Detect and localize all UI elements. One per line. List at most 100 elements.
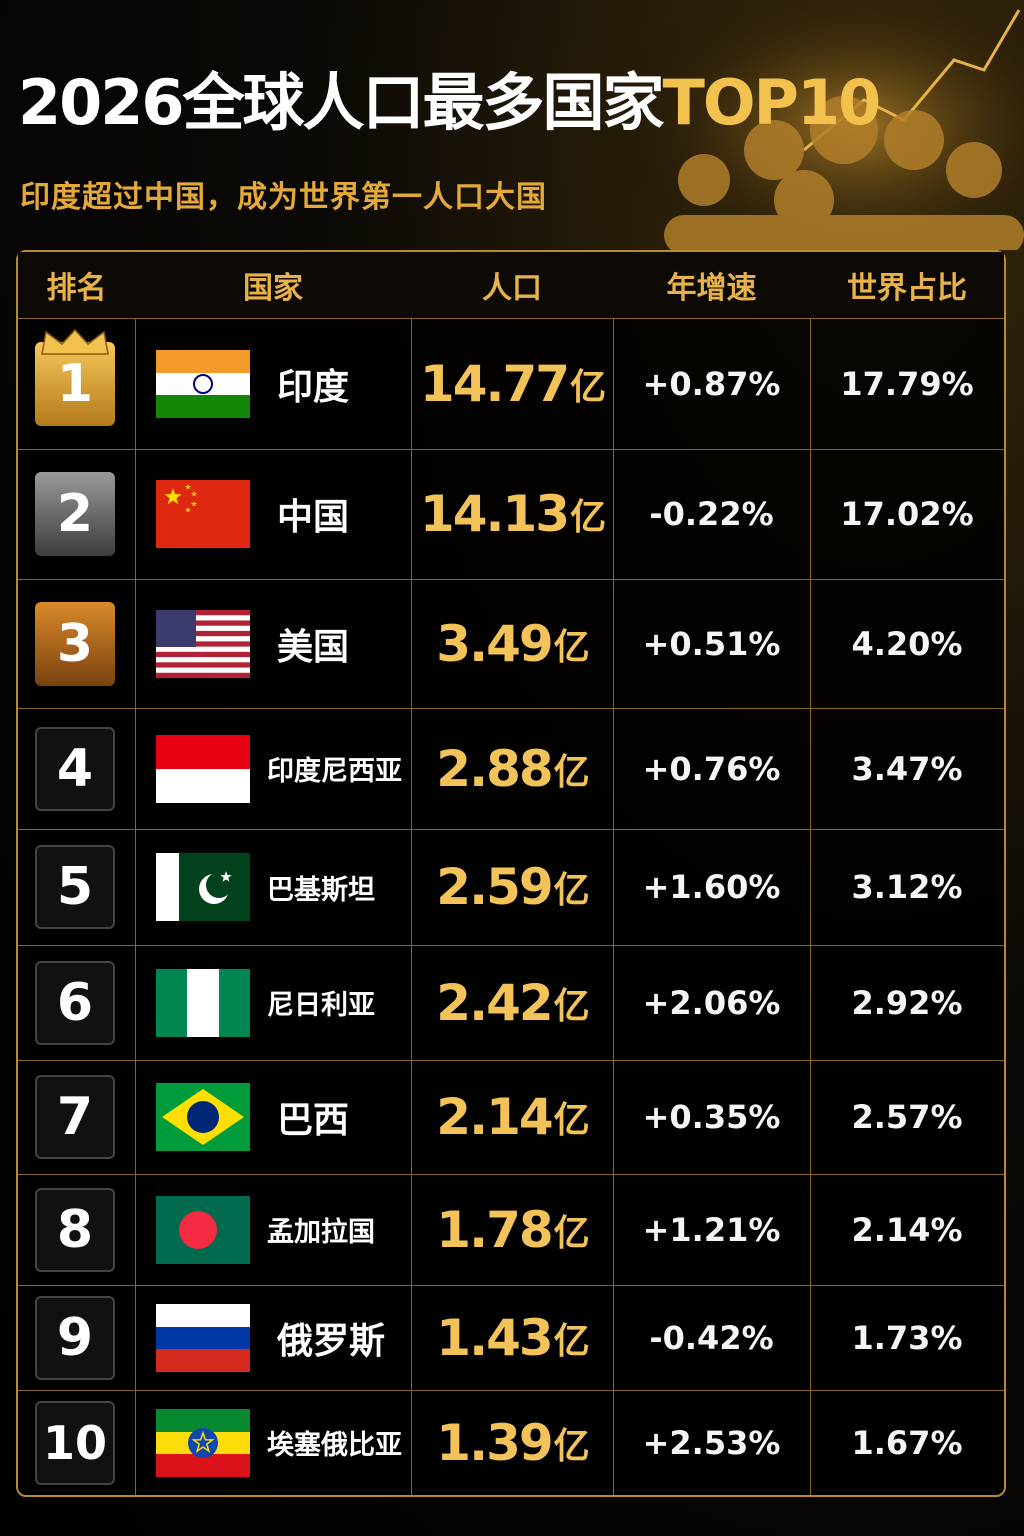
population-value: 2.14: [436, 1088, 553, 1146]
annual-growth: +1.21%: [642, 1210, 781, 1249]
table-row: 1 印度 14.77 亿 +0.87% 17.79%: [18, 318, 1004, 449]
world-share: 3.12%: [851, 868, 963, 906]
table-row: 5 巴基斯坦 2.59 亿 +1.60% 3.12%: [18, 829, 1004, 945]
country-name: 印度: [277, 366, 350, 408]
country-name: 中国: [277, 497, 350, 538]
rank-badge: 1: [35, 341, 115, 426]
row-divider: [18, 1060, 1004, 1061]
population-value: 1.78: [436, 1200, 553, 1259]
column-header: 世界占比: [810, 252, 1004, 318]
flag: [156, 609, 250, 678]
flag: [156, 734, 250, 803]
population-unit: 亿: [570, 497, 606, 538]
world-share: 2.92%: [851, 983, 963, 1022]
rank-badge: 2: [35, 472, 115, 556]
country-name: 孟加拉国: [267, 1217, 375, 1248]
country-name: 巴西: [277, 1100, 350, 1141]
table-row: 6 尼日利亚 2.42 亿 +2.06% 2.92%: [18, 945, 1004, 1060]
world-share: 17.02%: [840, 495, 974, 533]
column-divider: [613, 252, 614, 1495]
population-unit: 亿: [553, 1212, 590, 1254]
population-unit: 亿: [570, 366, 606, 408]
crown: [41, 328, 109, 355]
column-header: 国家: [135, 252, 411, 318]
rank-badge: 5: [35, 845, 115, 929]
world-share: 1.73%: [851, 1318, 963, 1357]
country-name: 尼日利亚: [267, 990, 375, 1021]
country-name: 美国: [277, 626, 350, 668]
population: 1.39 亿: [411, 1390, 613, 1495]
world-share: 2.14%: [851, 1210, 963, 1249]
annual-growth: -0.22%: [649, 495, 774, 533]
row-divider: [18, 945, 1004, 946]
flag: [156, 853, 250, 921]
annual-growth: +2.06%: [642, 983, 781, 1022]
row-divider: [18, 708, 1004, 709]
table-row: 7 巴西 2.14 亿 +0.35% 2.57%: [18, 1060, 1004, 1174]
column-divider: [810, 252, 811, 1495]
population-unit: 亿: [553, 626, 590, 668]
flag: [156, 1195, 250, 1264]
row-divider: [18, 1174, 1004, 1175]
decoration: [604, 0, 1024, 250]
flag: [156, 1083, 250, 1151]
population-value: 3.49: [436, 614, 553, 673]
population: 3.49 亿: [411, 579, 613, 708]
table-row: 2 中国 14.13 亿 -0.22% 17.02%: [18, 449, 1004, 579]
country-name: 埃塞俄比亚: [267, 1430, 402, 1461]
row-divider: [18, 1285, 1004, 1286]
row-divider: [18, 1390, 1004, 1391]
population: 1.78 亿: [411, 1174, 613, 1285]
flag: [156, 1408, 250, 1477]
flag: [156, 480, 250, 548]
population: 2.59 亿: [411, 829, 613, 945]
rank-badge: 10: [35, 1400, 115, 1485]
population: 14.77 亿: [411, 318, 613, 449]
population-value: 2.88: [436, 739, 553, 798]
row-divider: [18, 318, 1004, 319]
population-unit: 亿: [553, 1425, 590, 1467]
annual-growth: -0.42%: [649, 1318, 774, 1357]
title: 2026全球人口最多国家TOP10: [18, 52, 882, 142]
population: 2.14 亿: [411, 1060, 613, 1174]
title-main: 2026全球人口最多国家: [18, 66, 665, 139]
column-header: 年增速: [613, 252, 810, 318]
annual-growth: +1.60%: [642, 868, 781, 906]
row-divider: [18, 829, 1004, 830]
column-divider: [135, 252, 136, 1495]
population-value: 1.39: [436, 1413, 553, 1472]
population-unit: 亿: [553, 1100, 590, 1141]
world-share: 4.20%: [851, 624, 963, 663]
annual-growth: +0.87%: [642, 364, 781, 403]
annual-growth: +0.76%: [642, 749, 781, 788]
country-name: 巴基斯坦: [267, 874, 375, 906]
annual-growth: +2.53%: [642, 1423, 781, 1462]
population-unit: 亿: [553, 985, 590, 1027]
flag: [156, 349, 250, 418]
table-row: 3 美国 3.49 亿 +0.51% 4.20%: [18, 579, 1004, 708]
rank-badge: 9: [35, 1295, 115, 1380]
rank-badge: 4: [35, 726, 115, 811]
annual-growth: +0.51%: [642, 624, 781, 663]
population-value: 2.59: [436, 858, 553, 916]
world-share: 2.57%: [851, 1098, 963, 1136]
population: 2.42 亿: [411, 945, 613, 1060]
rank-badge: 8: [35, 1187, 115, 1272]
population-value: 2.42: [436, 973, 553, 1032]
population-unit: 亿: [553, 751, 590, 793]
column-header: 人口: [411, 252, 613, 318]
country-name: 印度尼西亚: [267, 756, 402, 787]
row-divider: [18, 579, 1004, 580]
population-value: 14.77: [419, 354, 570, 413]
column-divider: [411, 252, 412, 1495]
rank-badge: 7: [35, 1075, 115, 1159]
ranking-table: 排名 国家 人口 年增速 世界占比 1 印度 14.77 亿 +0.87% 17.79% 2 中国 14.…: [16, 250, 1006, 1497]
population: 1.43 亿: [411, 1285, 613, 1390]
table-row: 9 俄罗斯 1.43 亿 -0.42% 1.73%: [18, 1285, 1004, 1390]
title-highlight: TOP10: [662, 66, 882, 139]
annual-growth: +0.35%: [642, 1098, 781, 1136]
population: 2.88 亿: [411, 708, 613, 829]
population-unit: 亿: [553, 870, 590, 911]
table-row: 10 埃塞俄比亚 1.39 亿 +2.53% 1.67%: [18, 1390, 1004, 1495]
